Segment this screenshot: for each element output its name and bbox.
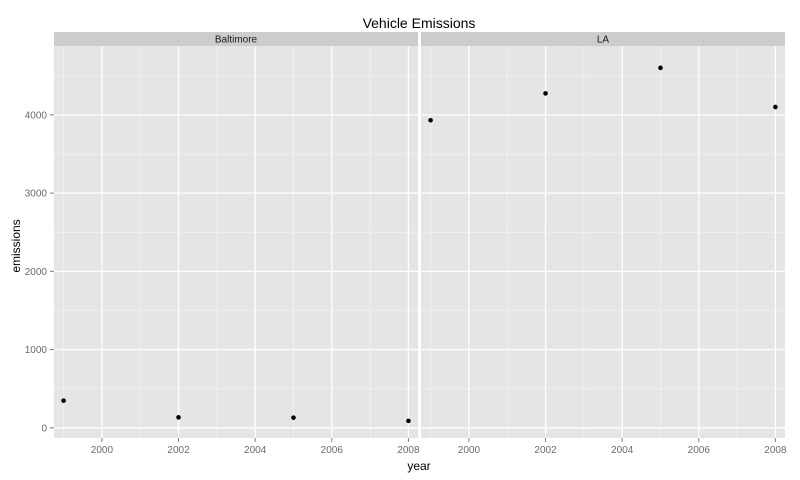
y-axis-title: emissions — [9, 219, 23, 272]
y-axis: 0 1000 2000 3000 4000 — [25, 110, 54, 434]
x-tick-label: 2000 — [458, 445, 481, 456]
y-tick-label: 1000 — [25, 345, 48, 356]
data-point — [543, 91, 548, 96]
panel-background — [54, 46, 418, 438]
data-point — [406, 418, 411, 424]
data-point — [291, 415, 296, 420]
facet-strip-label: Baltimore — [215, 35, 258, 46]
x-tick-label: 2002 — [534, 445, 557, 456]
x-tick-label: 2004 — [244, 445, 267, 456]
x-tick-label: 2006 — [688, 445, 711, 456]
chart-title: Vehicle Emissions — [363, 15, 476, 31]
facet-panel-la: LA — [421, 32, 785, 438]
data-point — [61, 398, 66, 403]
panel-background — [421, 46, 785, 438]
x-tick-label: 2002 — [167, 445, 190, 456]
y-tick-label: 2000 — [25, 267, 48, 278]
x-tick-label: 2006 — [321, 445, 344, 456]
y-tick-label: 3000 — [25, 189, 48, 200]
facet-strip — [54, 32, 418, 46]
facet-strip — [421, 32, 785, 46]
facet-strip-label: LA — [597, 35, 610, 46]
x-axis: 2000 2002 2004 2006 2008 2000 2002 2004 2006 2008 — [91, 438, 787, 456]
data-point — [658, 65, 663, 71]
data-point — [428, 117, 433, 123]
x-tick-label: 2000 — [91, 445, 114, 456]
facet-panel-baltimore: Baltimore — [54, 32, 418, 438]
data-point — [176, 415, 181, 420]
y-tick-label: 4000 — [25, 110, 48, 121]
x-tick-label: 2008 — [397, 445, 420, 456]
x-tick-label: 2008 — [764, 445, 787, 456]
x-axis-title: year — [407, 459, 430, 473]
data-point — [773, 104, 778, 110]
panels-layer: Baltimore LA — [54, 32, 785, 438]
x-tick-label: 2004 — [611, 445, 634, 456]
y-tick-label: 0 — [41, 423, 47, 434]
